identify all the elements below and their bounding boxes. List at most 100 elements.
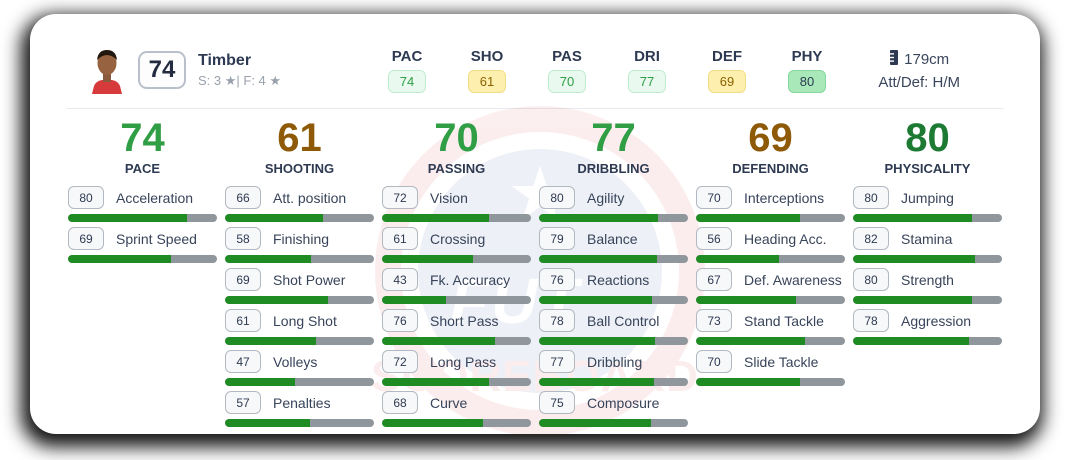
stat-label: Curve bbox=[430, 394, 468, 411]
stat-columns: 74 PACE 80 Acceleration 69 Sprint Speed … bbox=[30, 109, 1040, 432]
category-stat-list: 72 Vision 61 Crossing 43 Fk. Accuracy 76… bbox=[382, 186, 531, 427]
category-rating: 74 bbox=[120, 116, 165, 160]
player-photo bbox=[86, 46, 128, 94]
stat-progress-fill bbox=[382, 255, 473, 263]
stat-label: Composure bbox=[587, 394, 660, 411]
stat-label: Finishing bbox=[273, 230, 330, 247]
stat-progress-fill bbox=[225, 337, 316, 345]
stat-progress-fill bbox=[382, 378, 490, 386]
stat-progress-bar bbox=[539, 214, 688, 222]
header-rating-label: DEF bbox=[712, 47, 742, 65]
stat-row: 75 Composure bbox=[539, 391, 688, 427]
stat-progress-bar bbox=[225, 378, 374, 386]
stat-progress-fill bbox=[539, 214, 659, 222]
category-stat-list: 66 Att. position 58 Finishing 69 Shot Po… bbox=[225, 186, 374, 427]
stat-progress-bar bbox=[696, 296, 845, 304]
stat-label: Long Pass bbox=[430, 353, 497, 370]
stat-label: Stamina bbox=[901, 230, 953, 247]
stat-row: 76 Short Pass bbox=[382, 309, 531, 345]
header-divider bbox=[66, 108, 1004, 109]
overall-rating: 74 bbox=[138, 51, 186, 89]
stat-label: Vision bbox=[430, 189, 468, 206]
stat-value-badge: 79 bbox=[539, 227, 575, 250]
category-label: SHOOTING bbox=[264, 161, 335, 176]
stat-value-badge: 69 bbox=[225, 268, 261, 291]
stat-progress-fill bbox=[225, 255, 312, 263]
stat-value-badge: 75 bbox=[539, 391, 575, 414]
stat-progress-bar bbox=[225, 255, 374, 263]
stat-label: Sprint Speed bbox=[116, 230, 197, 247]
stat-progress-bar bbox=[382, 296, 531, 304]
stat-row: 61 Long Shot bbox=[225, 309, 374, 345]
stat-progress-bar bbox=[539, 378, 688, 386]
stat-row: 77 Dribbling bbox=[539, 350, 688, 386]
category-label: PHYSICALITY bbox=[884, 161, 971, 176]
stat-value-badge: 80 bbox=[853, 186, 889, 209]
stat-progress-bar bbox=[382, 378, 531, 386]
category-rating: 77 bbox=[591, 116, 636, 160]
stat-label: Balance bbox=[587, 230, 638, 247]
stat-row: 69 Shot Power bbox=[225, 268, 374, 304]
stat-value-badge: 57 bbox=[225, 391, 261, 414]
header-rating-badge: 61 bbox=[468, 69, 506, 93]
stat-progress-bar bbox=[225, 214, 374, 222]
stat-value-badge: 76 bbox=[539, 268, 575, 291]
stat-progress-bar bbox=[853, 337, 1002, 345]
stat-category-column: 77 DRIBBLING 80 Agility 79 Balance 76 Re… bbox=[539, 117, 688, 432]
header-rating-label: DRI bbox=[634, 47, 660, 65]
stat-label: Interceptions bbox=[744, 189, 825, 206]
stat-progress-fill bbox=[382, 337, 496, 345]
stat-progress-bar bbox=[539, 296, 688, 304]
stat-category-column: 74 PACE 80 Acceleration 69 Sprint Speed bbox=[68, 117, 217, 432]
stat-value-badge: 72 bbox=[382, 350, 418, 373]
stat-progress-bar bbox=[853, 296, 1002, 304]
stat-label: Stand Tackle bbox=[744, 312, 824, 329]
stat-value-badge: 70 bbox=[696, 186, 732, 209]
player-name: Timber bbox=[198, 51, 252, 69]
header-rating-badge: 69 bbox=[708, 69, 746, 93]
stat-progress-fill bbox=[382, 296, 447, 304]
category-stat-list: 80 Agility 79 Balance 76 Reactions 78 Ba… bbox=[539, 186, 688, 427]
stat-value-badge: 68 bbox=[382, 391, 418, 414]
stat-label: Penalties bbox=[273, 394, 331, 411]
stat-label: Slide Tackle bbox=[744, 353, 819, 370]
stat-row: 78 Ball Control bbox=[539, 309, 688, 345]
stat-label: Aggression bbox=[901, 312, 972, 329]
stat-progress-fill bbox=[853, 255, 976, 263]
player-height: 179cm bbox=[904, 50, 950, 68]
stat-value-badge: 78 bbox=[539, 309, 575, 332]
category-label: DRIBBLING bbox=[577, 161, 650, 176]
stat-row: 76 Reactions bbox=[539, 268, 688, 304]
stat-row: 80 Acceleration bbox=[68, 186, 217, 222]
header-rating-label: SHO bbox=[470, 47, 504, 65]
stat-row: 72 Vision bbox=[382, 186, 531, 222]
stat-label: Agility bbox=[587, 189, 625, 206]
stat-row: 69 Sprint Speed bbox=[68, 227, 217, 263]
stat-value-badge: 47 bbox=[225, 350, 261, 373]
category-stat-list: 80 Acceleration 69 Sprint Speed bbox=[68, 186, 217, 263]
stat-progress-fill bbox=[539, 296, 653, 304]
header-rating-item: PAC 74 bbox=[376, 48, 438, 93]
stat-progress-fill bbox=[68, 255, 171, 263]
stat-progress-fill bbox=[225, 296, 328, 304]
stat-category-column: 70 PASSING 72 Vision 61 Crossing 43 Fk. … bbox=[382, 117, 531, 432]
stat-row: 70 Interceptions bbox=[696, 186, 845, 222]
category-rating: 80 bbox=[905, 116, 950, 160]
stat-row: 70 Slide Tackle bbox=[696, 350, 845, 386]
stat-row: 67 Def. Awareness bbox=[696, 268, 845, 304]
category-rating: 70 bbox=[434, 116, 479, 160]
stat-category-column: 69 DEFENDING 70 Interceptions 56 Heading… bbox=[696, 117, 845, 432]
stat-label: Volleys bbox=[273, 353, 318, 370]
stat-progress-bar bbox=[696, 337, 845, 345]
stat-row: 80 Jumping bbox=[853, 186, 1002, 222]
stat-progress-bar bbox=[225, 419, 374, 427]
stat-progress-fill bbox=[853, 337, 970, 345]
stat-row: 73 Stand Tackle bbox=[696, 309, 845, 345]
stat-label: Crossing bbox=[430, 230, 486, 247]
stat-value-badge: 61 bbox=[225, 309, 261, 332]
stat-value-badge: 66 bbox=[225, 186, 261, 209]
stat-value-badge: 70 bbox=[696, 350, 732, 373]
category-label: PACE bbox=[124, 161, 161, 176]
stat-progress-fill bbox=[225, 214, 324, 222]
stat-progress-bar bbox=[853, 214, 1002, 222]
